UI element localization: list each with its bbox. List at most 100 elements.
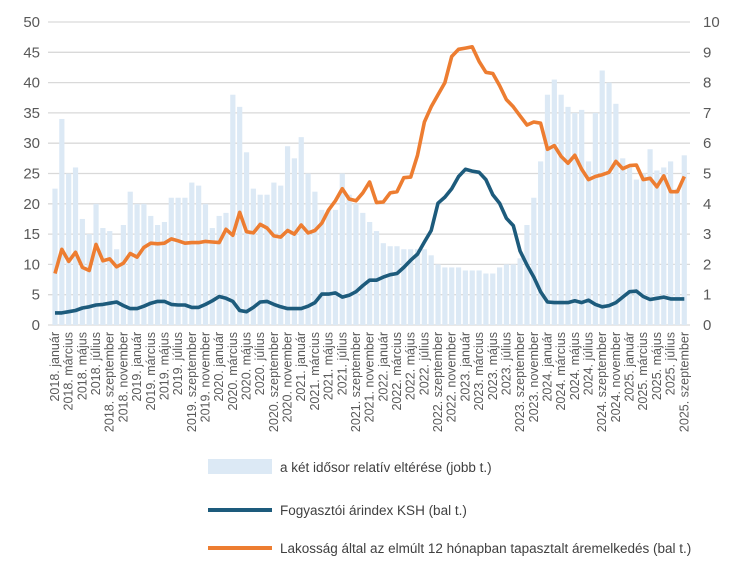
bar xyxy=(223,212,229,325)
bar xyxy=(312,191,318,325)
x-tick-label: 2020. január xyxy=(212,332,226,402)
left-tick-label: 10 xyxy=(23,256,40,273)
bar xyxy=(168,197,174,325)
x-tick-label: 2018. július xyxy=(89,332,103,395)
bar xyxy=(579,109,585,326)
legend-label-perceived: Lakosság által az elmúlt 12 hónapban tap… xyxy=(280,541,691,556)
bar xyxy=(524,225,530,325)
bar xyxy=(127,191,133,325)
x-tick-label: 2021. március xyxy=(308,332,322,411)
legend-label-cpi: Fogyasztói árindex KSH (bal t.) xyxy=(280,503,467,518)
x-tick-label: 2022. március xyxy=(390,332,404,411)
bar xyxy=(483,273,489,325)
x-tick-label: 2020. május xyxy=(240,332,254,400)
x-tick-label: 2022. január xyxy=(376,332,390,402)
bar xyxy=(599,70,605,325)
right-tick-label: 9 xyxy=(703,44,711,61)
bar xyxy=(674,188,681,325)
left-tick-label: 0 xyxy=(32,317,40,334)
x-tick-label: 2019. november xyxy=(198,332,212,422)
bar xyxy=(257,194,263,325)
x-tick-label: 2019. január xyxy=(130,332,144,402)
bar-series xyxy=(52,70,687,326)
bar xyxy=(435,264,441,325)
x-tick-label: 2020. szeptember xyxy=(267,332,281,432)
bar xyxy=(668,161,674,325)
bar xyxy=(86,234,92,325)
right-tick-label: 1 xyxy=(703,287,711,304)
bar xyxy=(538,161,544,325)
bar xyxy=(380,243,386,325)
left-tick-label: 25 xyxy=(23,166,40,183)
x-tick-label: 2018. január xyxy=(48,332,62,402)
x-tick-label: 2018. november xyxy=(116,332,130,422)
x-tick-label: 2025. szeptember xyxy=(677,332,691,432)
right-tick-label: 4 xyxy=(703,196,711,213)
right-tick-label: 0 xyxy=(703,317,711,334)
x-tick-label: 2024. május xyxy=(568,332,582,400)
left-tick-label: 20 xyxy=(23,196,40,213)
bar xyxy=(209,228,215,325)
bar xyxy=(455,267,462,325)
x-tick-label: 2023. március xyxy=(472,332,486,411)
bar xyxy=(497,267,503,325)
x-tick-label: 2019. szeptember xyxy=(185,332,199,432)
bar xyxy=(647,149,653,325)
x-tick-label: 2024. január xyxy=(540,332,554,402)
bar xyxy=(367,221,373,325)
bar xyxy=(230,94,236,325)
bar xyxy=(517,258,523,325)
bar xyxy=(189,182,195,325)
bar xyxy=(408,249,414,325)
bar xyxy=(633,179,639,325)
bar xyxy=(326,209,332,325)
bar xyxy=(161,221,168,325)
bar xyxy=(572,112,578,326)
x-tick-label: 2024. július xyxy=(582,332,596,395)
bar xyxy=(510,264,516,325)
x-tick-label: 2025. március xyxy=(636,332,650,411)
cpi-line xyxy=(55,167,685,315)
x-tick-label: 2025. május xyxy=(650,332,664,400)
bar xyxy=(531,197,537,325)
x-tick-label: 2021. szeptember xyxy=(349,332,363,432)
bar xyxy=(626,167,633,325)
right-tick-label: 6 xyxy=(703,135,711,152)
x-tick-label: 2021. január xyxy=(294,332,308,402)
bar xyxy=(134,203,140,325)
bar xyxy=(661,167,667,325)
x-tick-label: 2018. március xyxy=(62,332,76,411)
left-tick-label: 30 xyxy=(23,135,40,152)
bar xyxy=(558,94,564,325)
right-tick-label: 8 xyxy=(703,75,711,92)
right-tick-label: 7 xyxy=(703,105,711,122)
bar xyxy=(202,203,209,325)
bar xyxy=(93,203,99,325)
x-tick-label: 2020. november xyxy=(281,332,295,422)
x-tick-label: 2018. szeptember xyxy=(103,332,117,432)
x-tick-label: 2023. május xyxy=(486,332,500,400)
right-axis-ticks: 0 1 2 3 4 5 6 7 8 9 10 xyxy=(703,14,720,334)
bar xyxy=(606,82,612,325)
x-tick-label: 2021. július xyxy=(335,332,349,395)
bar xyxy=(196,185,202,325)
left-tick-label: 15 xyxy=(23,226,40,243)
x-tick-label: 2023. július xyxy=(499,332,513,395)
bar xyxy=(565,106,571,325)
x-tick-label: 2020. július xyxy=(253,332,267,395)
x-tick-label: 2022. május xyxy=(404,332,418,400)
right-tick-label: 3 xyxy=(703,226,711,243)
bar xyxy=(332,209,339,325)
x-tick-label: 2025. január xyxy=(623,332,637,402)
bar xyxy=(291,158,297,325)
legend: a két idősor relatív eltérése (jobb t.) … xyxy=(208,459,691,556)
x-tick-label: 2022. július xyxy=(417,332,431,395)
bar xyxy=(353,203,359,325)
bar xyxy=(100,228,106,325)
bar xyxy=(592,112,598,326)
x-tick-label: 2024. március xyxy=(554,332,568,411)
bar xyxy=(284,146,291,325)
bar xyxy=(250,188,256,325)
bar xyxy=(66,173,72,325)
bar xyxy=(462,270,468,325)
